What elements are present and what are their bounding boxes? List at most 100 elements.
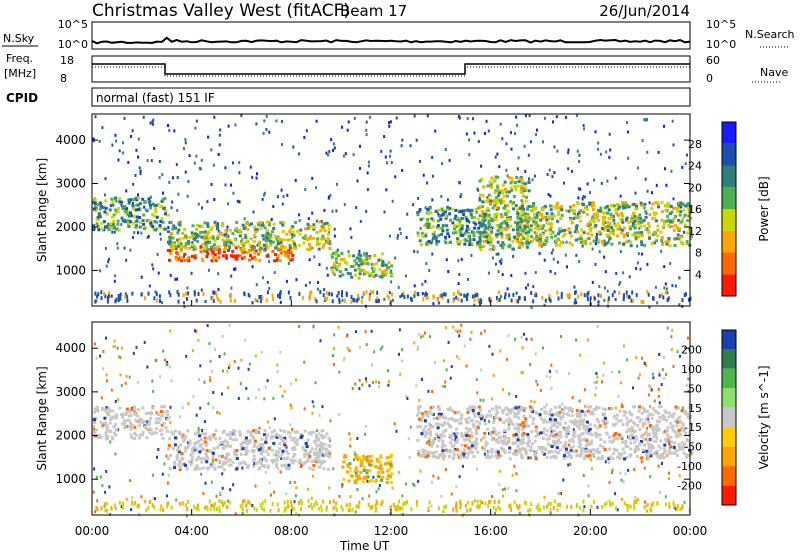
- scatter-cell: [455, 296, 457, 300]
- echo-cell: [355, 469, 358, 472]
- echo-cell: [238, 430, 241, 433]
- echo-cell: [212, 237, 215, 240]
- scatter-cell: [687, 377, 689, 380]
- scatter-cell: [177, 193, 179, 196]
- echo-cell: [362, 458, 365, 461]
- echo-cell: [270, 241, 273, 244]
- echo-cell: [117, 207, 120, 210]
- echo-cell: [121, 423, 124, 426]
- echo-cell: [678, 227, 681, 230]
- echo-cell: [309, 431, 312, 434]
- scatter-cell: [441, 162, 443, 165]
- scatter-cell: [362, 497, 364, 500]
- scatter-cell: [354, 117, 356, 120]
- echo-cell: [597, 219, 600, 222]
- echo-cell: [252, 437, 255, 440]
- echo-cell: [656, 424, 659, 427]
- echo-cell: [557, 232, 560, 235]
- scatter-cell: [322, 500, 324, 504]
- scatter-cell: [281, 143, 283, 146]
- echo-cell: [264, 441, 267, 444]
- scatter-cell: [255, 396, 257, 399]
- scatter-cell: [379, 484, 381, 487]
- nsky-label: N.Sky: [3, 32, 35, 45]
- scatter-cell: [365, 377, 367, 380]
- echo-cell: [182, 237, 185, 240]
- echo-cell: [590, 442, 593, 445]
- echo-cell: [174, 430, 177, 433]
- scatter-cell: [663, 356, 665, 359]
- echo-cell: [662, 225, 665, 228]
- echo-cell: [419, 239, 422, 242]
- echo-cell: [236, 254, 239, 257]
- scatter-cell: [557, 492, 559, 495]
- scatter-cell: [538, 508, 540, 512]
- echo-cell: [636, 455, 639, 458]
- scatter-cell: [457, 259, 459, 262]
- scatter-cell: [614, 290, 616, 293]
- echo-cell: [243, 248, 246, 251]
- scatter-cell: [187, 195, 189, 198]
- scatter-cell: [361, 383, 363, 386]
- echo-cell: [129, 428, 132, 431]
- echo-cell: [321, 238, 324, 241]
- echo-cell: [684, 223, 687, 226]
- scatter-cell: [385, 156, 387, 159]
- scatter-cell: [665, 290, 667, 294]
- echo-cell: [565, 209, 568, 212]
- echo-cell: [288, 467, 291, 470]
- scatter-cell: [577, 295, 579, 299]
- scatter-cell: [599, 250, 601, 253]
- scatter-cell: [189, 154, 191, 157]
- echo-cell: [554, 207, 557, 210]
- scatter-cell: [663, 377, 665, 380]
- echo-cell: [292, 455, 295, 458]
- scatter-cell: [213, 291, 215, 295]
- echo-cell: [149, 206, 152, 209]
- scatter-cell: [114, 345, 116, 348]
- echo-cell: [285, 467, 288, 470]
- echo-cell: [512, 442, 515, 445]
- scatter-cell: [639, 373, 641, 376]
- echo-cell: [343, 258, 346, 261]
- echo-cell: [510, 187, 513, 190]
- scatter-cell: [427, 390, 429, 393]
- scatter-cell: [389, 235, 391, 238]
- echo-cell: [516, 236, 519, 239]
- scatter-cell: [442, 385, 444, 388]
- echo-cell: [520, 199, 523, 202]
- echo-cell: [467, 452, 470, 455]
- echo-cell: [513, 195, 516, 198]
- scatter-cell: [559, 503, 561, 507]
- scatter-cell: [648, 384, 650, 387]
- scatter-cell: [162, 192, 164, 195]
- scatter-cell: [596, 381, 598, 384]
- scatter-cell: [633, 468, 635, 471]
- scatter-cell: [101, 506, 103, 510]
- scatter-cell: [333, 142, 335, 145]
- echo-cell: [610, 243, 613, 246]
- echo-cell: [583, 231, 586, 234]
- scatter-cell: [371, 330, 373, 333]
- scatter-cell: [102, 367, 104, 370]
- scatter-cell: [120, 293, 122, 297]
- echo-cell: [514, 181, 517, 184]
- echo-cell: [428, 437, 431, 440]
- scatter-cell: [399, 295, 401, 298]
- scatter-cell: [481, 446, 483, 449]
- echo-cell: [105, 424, 108, 427]
- echo-cell: [199, 231, 202, 234]
- echo-cell: [360, 463, 363, 466]
- scatter-cell: [326, 506, 328, 510]
- echo-cell: [172, 244, 175, 247]
- scatter-cell: [398, 471, 400, 474]
- scatter-cell: [287, 500, 289, 504]
- scatter-cell: [455, 485, 457, 488]
- echo-cell: [388, 468, 391, 471]
- echo-cell: [232, 438, 235, 441]
- echo-cell: [524, 448, 527, 451]
- scatter-cell: [673, 197, 675, 200]
- scatter-cell: [505, 142, 507, 145]
- scatter-cell: [312, 475, 314, 478]
- echo-cell: [498, 224, 501, 227]
